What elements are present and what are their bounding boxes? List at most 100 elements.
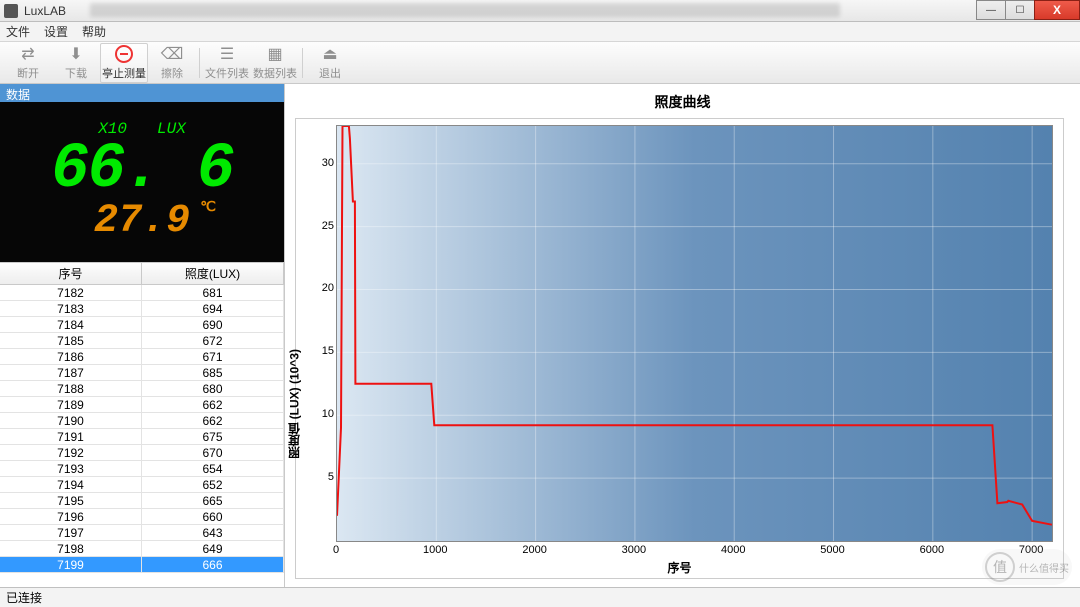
table-cell: 694 xyxy=(142,301,284,316)
table-row[interactable]: 7185672 xyxy=(0,333,284,349)
table-row[interactable]: 7188680 xyxy=(0,381,284,397)
table-row[interactable]: 7197643 xyxy=(0,525,284,541)
lux-value: 66. 6 xyxy=(51,142,233,200)
x-tick: 1000 xyxy=(423,544,447,556)
toolbar-download-button[interactable]: 下载 xyxy=(52,43,100,83)
table-cell: 7196 xyxy=(0,509,142,524)
table-row[interactable]: 7192670 xyxy=(0,445,284,461)
menu-0[interactable]: 文件 xyxy=(6,23,30,40)
toolbar-stop-button[interactable]: 亭止测量 xyxy=(100,43,148,83)
title-blur xyxy=(90,3,840,17)
table-cell: 7189 xyxy=(0,397,142,412)
watermark: 值 什么值得买 xyxy=(982,549,1072,585)
table-cell: 7184 xyxy=(0,317,142,332)
table-row[interactable]: 7195665 xyxy=(0,493,284,509)
toolbar-clear-button[interactable]: 擦除 xyxy=(148,43,196,83)
table-cell: 7195 xyxy=(0,493,142,508)
table-row[interactable]: 7193654 xyxy=(0,461,284,477)
y-tick: 25 xyxy=(316,220,334,232)
toolbar-filelist-button[interactable]: 文件列表 xyxy=(203,43,251,83)
toolbar-datalist-label: 数据列表 xyxy=(253,65,297,81)
plot-region xyxy=(336,125,1053,542)
menu-2[interactable]: 帮助 xyxy=(82,23,106,40)
table-row[interactable]: 7186671 xyxy=(0,349,284,365)
table-cell: 7194 xyxy=(0,477,142,492)
download-icon xyxy=(69,44,82,64)
table-cell: 654 xyxy=(142,461,284,476)
table-row[interactable]: 7194652 xyxy=(0,477,284,493)
temperature-number: 27.9 xyxy=(94,199,190,244)
y-tick: 10 xyxy=(316,408,334,420)
x-tick: 4000 xyxy=(721,544,745,556)
chart-container: 照度曲线 照度值 (LUX) (10^3) 序号 510152025300100… xyxy=(285,84,1080,587)
maximize-button[interactable]: ☐ xyxy=(1005,0,1035,20)
filelist-icon xyxy=(220,44,234,64)
data-table[interactable]: 序号照度(LUX)7182681718369471846907185672718… xyxy=(0,262,284,587)
y-tick: 5 xyxy=(316,471,334,483)
watermark-text: 什么值得买 xyxy=(1019,560,1069,575)
minimize-button[interactable]: — xyxy=(976,0,1006,20)
toolbar-exit-button[interactable]: 退出 xyxy=(306,43,354,83)
table-cell: 685 xyxy=(142,365,284,380)
exit-icon xyxy=(322,44,337,64)
disconnect-icon xyxy=(21,44,34,64)
main-body: 数据 X10 LUX 66. 6 27.9 ℃ 序号照度(LUX)7182681… xyxy=(0,84,1080,587)
table-row[interactable]: 7189662 xyxy=(0,397,284,413)
table-row[interactable]: 7191675 xyxy=(0,429,284,445)
lcd-display: X10 LUX 66. 6 27.9 ℃ xyxy=(0,102,284,262)
table-cell: 7182 xyxy=(0,285,142,300)
table-cell: 652 xyxy=(142,477,284,492)
table-cell: 675 xyxy=(142,429,284,444)
chart-panel: 照度曲线 照度值 (LUX) (10^3) 序号 510152025300100… xyxy=(285,84,1080,587)
status-bar: 已连接 xyxy=(0,587,1080,607)
table-cell: 7187 xyxy=(0,365,142,380)
y-tick: 20 xyxy=(316,282,334,294)
close-button[interactable]: X xyxy=(1034,0,1080,20)
table-cell: 670 xyxy=(142,445,284,460)
datalist-icon xyxy=(267,44,282,64)
table-col-header[interactable]: 照度(LUX) xyxy=(142,263,284,284)
window-titlebar: LuxLAB — ☐ X xyxy=(0,0,1080,22)
status-text: 已连接 xyxy=(6,589,42,606)
table-cell: 7193 xyxy=(0,461,142,476)
data-panel-title: 数据 xyxy=(0,84,284,102)
table-cell: 7186 xyxy=(0,349,142,364)
table-row[interactable]: 7184690 xyxy=(0,317,284,333)
table-cell: 671 xyxy=(142,349,284,364)
chart-title: 照度曲线 xyxy=(289,88,1076,114)
table-row[interactable]: 7187685 xyxy=(0,365,284,381)
y-tick: 15 xyxy=(316,345,334,357)
temperature-value: 27.9 ℃ xyxy=(94,199,190,244)
stop-icon xyxy=(115,45,133,63)
menu-1[interactable]: 设置 xyxy=(44,23,68,40)
window-controls: — ☐ X xyxy=(977,0,1080,20)
table-row[interactable]: 7182681 xyxy=(0,285,284,301)
table-cell: 643 xyxy=(142,525,284,540)
table-cell: 7191 xyxy=(0,429,142,444)
table-cell: 666 xyxy=(142,557,284,572)
menu-bar: 文件设置帮助 xyxy=(0,22,1080,42)
table-row[interactable]: 7199666 xyxy=(0,557,284,573)
table-row[interactable]: 7196660 xyxy=(0,509,284,525)
toolbar-sep2 xyxy=(302,48,303,78)
table-col-header[interactable]: 序号 xyxy=(0,263,142,284)
table-row[interactable]: 7183694 xyxy=(0,301,284,317)
x-axis-label: 序号 xyxy=(667,559,691,576)
table-row[interactable]: 7190662 xyxy=(0,413,284,429)
table-cell: 7183 xyxy=(0,301,142,316)
toolbar-disconnect-button[interactable]: 断开 xyxy=(4,43,52,83)
table-cell: 7197 xyxy=(0,525,142,540)
x-tick: 2000 xyxy=(522,544,546,556)
table-cell: 7198 xyxy=(0,541,142,556)
clear-icon xyxy=(161,44,184,64)
table-cell: 690 xyxy=(142,317,284,332)
x-tick: 6000 xyxy=(920,544,944,556)
temperature-unit: ℃ xyxy=(200,199,216,216)
table-cell: 662 xyxy=(142,397,284,412)
toolbar-exit-label: 退出 xyxy=(319,65,341,81)
x-tick: 5000 xyxy=(820,544,844,556)
table-row[interactable]: 7198649 xyxy=(0,541,284,557)
toolbar-sep xyxy=(199,48,200,78)
table-cell: 681 xyxy=(142,285,284,300)
toolbar-datalist-button[interactable]: 数据列表 xyxy=(251,43,299,83)
